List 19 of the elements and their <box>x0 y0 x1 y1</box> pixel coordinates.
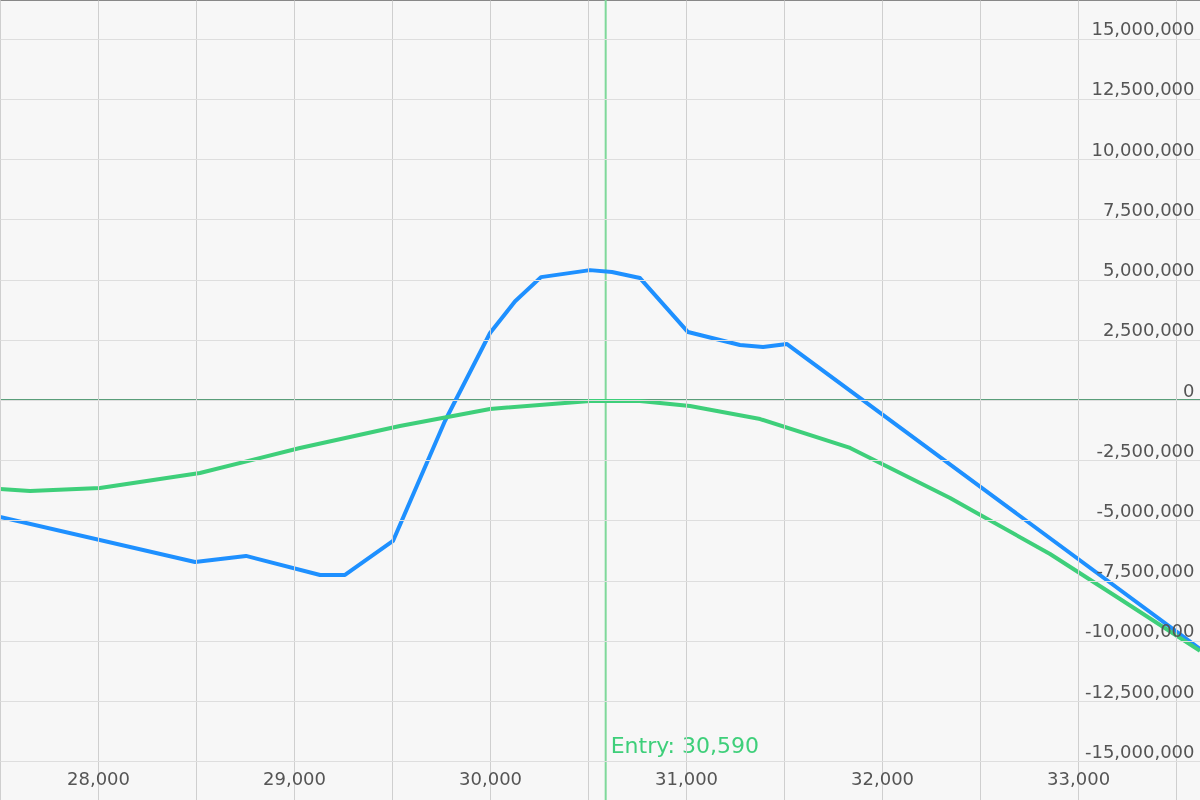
x-tick-label: 31,000 <box>655 767 719 789</box>
x-tick-label: 28,000 <box>67 767 130 789</box>
x-tick-label: 32,000 <box>851 767 915 789</box>
y-tick-label: 7,500,000 <box>1102 198 1195 220</box>
y-tick-label: 0 <box>1183 379 1195 401</box>
y-tick-label: 2,500,000 <box>1102 319 1195 341</box>
y-tick-label: 15,000,000 <box>1091 18 1195 40</box>
y-tick-label: -5,000,000 <box>1096 499 1195 521</box>
y-tick-label: 5,000,000 <box>1102 259 1195 281</box>
y-tick-label: -7,500,000 <box>1096 560 1195 582</box>
y-tick-label: -15,000,000 <box>1084 740 1195 762</box>
ref-line-label: Entry: 30,590 <box>610 733 760 758</box>
y-tick-label: -12,500,000 <box>1084 680 1195 702</box>
x-tick-label: 33,000 <box>1047 767 1111 789</box>
y-tick-label: 12,500,000 <box>1091 78 1195 100</box>
x-tick-label: 30,000 <box>459 767 523 789</box>
y-tick-label: 10,000,000 <box>1091 138 1195 160</box>
x-tick-label: 29,000 <box>263 767 327 789</box>
y-tick-label: -2,500,000 <box>1096 439 1195 461</box>
